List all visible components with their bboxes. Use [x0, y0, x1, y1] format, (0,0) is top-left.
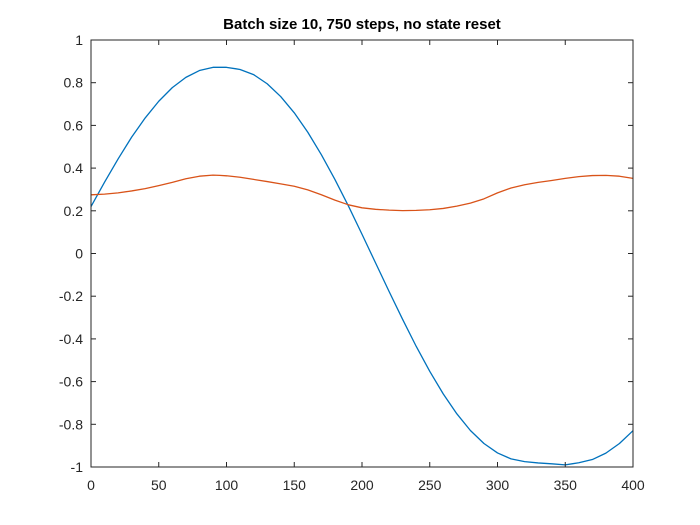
axes-box	[90, 39, 634, 468]
y-tick-label: -0.8	[59, 416, 83, 432]
x-tick-label: 150	[283, 477, 307, 493]
x-tick-label: 50	[151, 477, 167, 493]
y-tick-label: 0.8	[64, 75, 84, 91]
x-tick-label: 300	[486, 477, 510, 493]
y-tick-label: -0.2	[59, 288, 83, 304]
x-tick-label: 0	[87, 477, 95, 493]
y-tick-label: -0.6	[59, 374, 83, 390]
y-tick-label: -0.4	[59, 331, 83, 347]
x-tick-label: 350	[554, 477, 578, 493]
y-tick-label: 0	[75, 246, 83, 262]
x-tick-label: 400	[621, 477, 645, 493]
series-line-2	[90, 174, 634, 212]
x-tick-label: 200	[350, 477, 374, 493]
y-tick-label: 0.6	[64, 117, 84, 133]
series-line-1	[90, 66, 634, 466]
y-tick-label: 0.2	[64, 203, 84, 219]
y-tick-label: 0.4	[64, 160, 84, 176]
plot-area: 0 50 100 150 200 250 300 350 400 -1 -0.8 -0.6 -0.4 -0…	[59, 32, 645, 493]
chart-title: Batch size 10, 750 steps, no state reset	[223, 16, 501, 33]
y-tick-label: 1	[75, 32, 83, 48]
x-tick-label: 100	[215, 477, 239, 493]
y-tick-label: -1	[71, 459, 84, 475]
x-tick-label: 250	[418, 477, 442, 493]
